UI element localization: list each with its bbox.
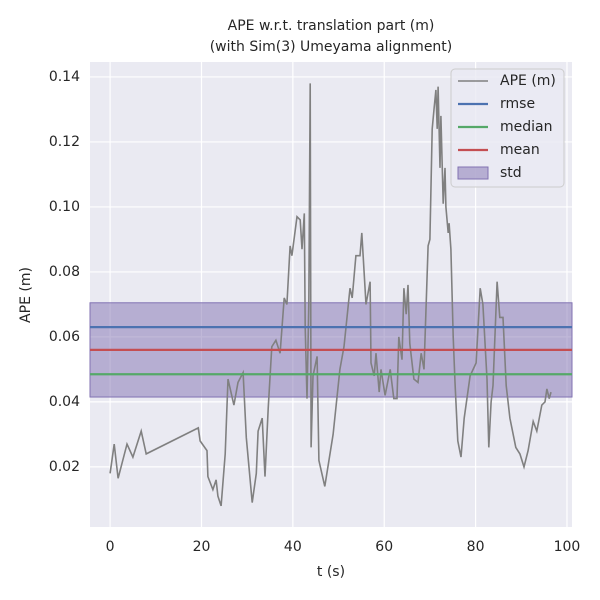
y-tick-label: 0.02 [49,459,80,475]
legend-label: median [500,119,552,135]
legend-swatch [457,166,489,180]
chart-title: APE w.r.t. translation part (m) [228,18,435,34]
y-axis-label: APE (m) [18,267,34,323]
x-tick-label: 20 [193,539,211,555]
y-tick-label: 0.12 [49,134,80,150]
x-axis-label: t (s) [317,564,345,580]
legend-box [450,68,565,188]
legend-label: std [500,165,522,181]
y-tick-label: 0.04 [49,394,80,410]
ape-line [109,83,552,507]
x-tick-label: 80 [467,539,485,555]
x-tick-label: 40 [284,539,302,555]
x-tick-label: 60 [375,539,393,555]
y-tick-label: 0.14 [49,69,80,85]
x-tick-label: 100 [554,539,581,555]
y-tick-label: 0.10 [49,199,80,215]
x-tick-label: 0 [106,539,115,555]
y-tick-label: 0.06 [49,329,80,345]
chart-subtitle: (with Sim(3) Umeyama alignment) [210,39,453,55]
legend-label: rmse [500,96,535,112]
legend-label: mean [500,142,540,158]
y-tick-label: 0.08 [49,264,80,280]
legend-label: APE (m) [500,73,556,89]
